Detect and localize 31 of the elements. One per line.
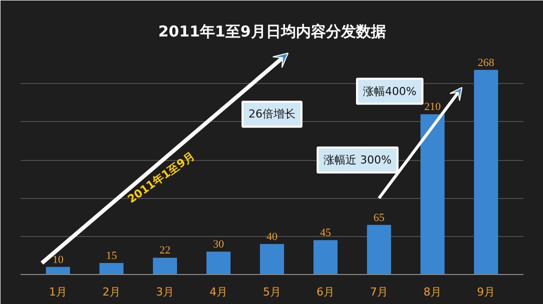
data-label: 268 — [478, 56, 495, 69]
x-tick-label: 7月 — [370, 286, 388, 298]
data-label: 30 — [212, 238, 224, 251]
data-label: 15 — [106, 250, 118, 262]
data-label: 45 — [320, 227, 332, 240]
bar — [420, 114, 445, 274]
x-tick-label: 6月 — [316, 286, 335, 298]
data-label: 22 — [159, 244, 170, 257]
x-tick-label: 4月 — [209, 286, 228, 298]
data-label: 10 — [52, 254, 64, 266]
bar — [99, 263, 124, 274]
x-tick-label: 2月 — [102, 286, 120, 298]
bar — [260, 244, 284, 274]
bar — [474, 70, 498, 274]
bar — [46, 266, 70, 274]
chart-title: 2011年1至9月日均内容分发数据 — [158, 22, 386, 40]
annotation: 涨幅400% — [363, 84, 416, 98]
x-tick-label: 8月 — [424, 286, 442, 298]
x-tick-label: 1月 — [48, 286, 67, 298]
x-tick-label: 5月 — [263, 286, 281, 298]
data-label: 40 — [266, 230, 278, 243]
x-tick-label: 9月 — [477, 286, 496, 298]
bar — [313, 240, 338, 274]
bar — [152, 258, 178, 274]
annotation: 26倍增长 — [248, 108, 296, 121]
data-label: 65 — [374, 212, 386, 224]
x-tick-label: 3月 — [156, 286, 174, 298]
bar — [366, 224, 392, 274]
data-label: 210 — [424, 101, 442, 114]
bar — [206, 252, 231, 274]
annotation: 涨幅近 300% — [324, 154, 392, 166]
